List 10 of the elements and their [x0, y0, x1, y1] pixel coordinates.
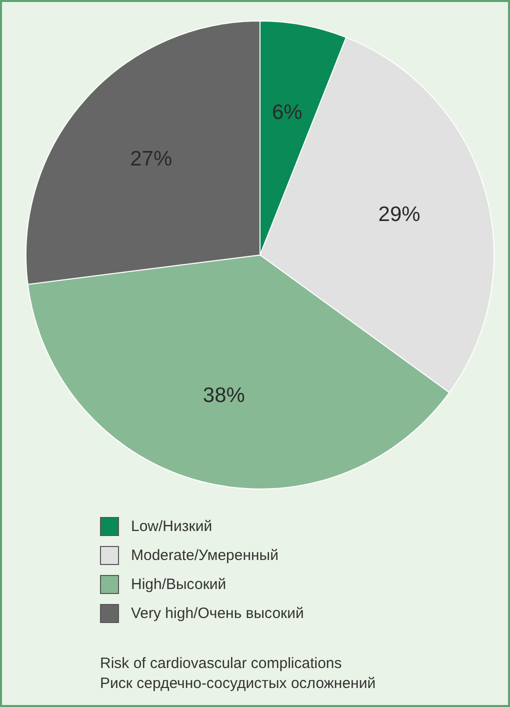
data-label: 6%	[272, 100, 302, 124]
data-label: 38%	[202, 384, 245, 408]
legend-label: Very high/Очень высокий	[131, 605, 304, 622]
text: Риск сердечно-сосудистых осложнений	[100, 674, 376, 694]
data-label: 27%	[130, 148, 172, 171]
legend-label: Moderate/Умеренный	[131, 547, 278, 564]
legend-label: High/Высокий	[131, 576, 226, 593]
legend-label: Low/Низкий	[131, 518, 212, 535]
data-label: 29%	[378, 203, 420, 226]
text: Risk of cardiovascular complications	[100, 654, 343, 674]
